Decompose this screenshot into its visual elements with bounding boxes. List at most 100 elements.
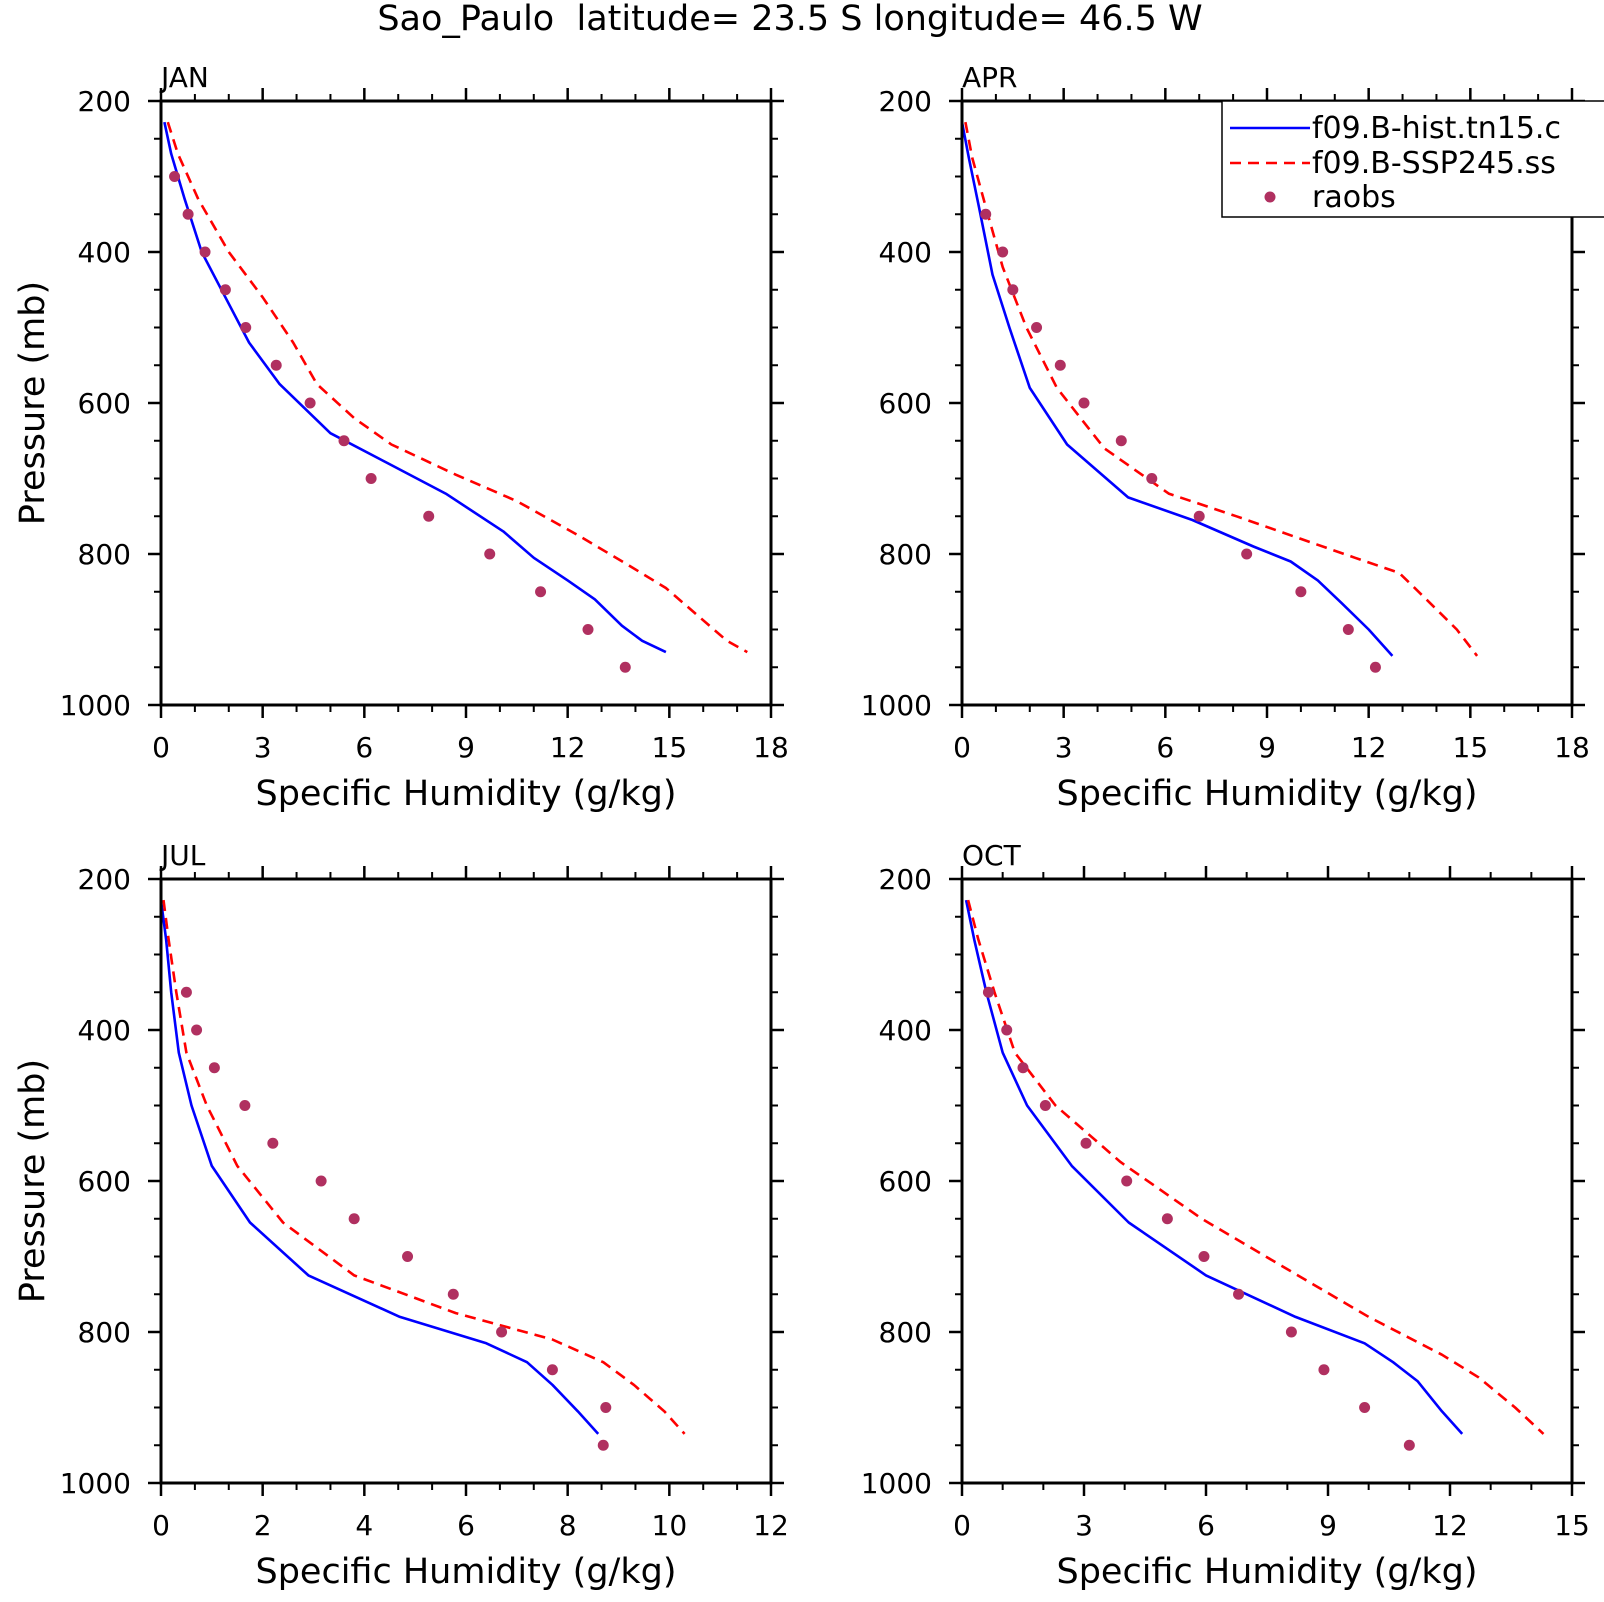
raobs-point [1121, 1175, 1133, 1187]
y-tick-label: 400 [78, 1014, 131, 1047]
x-axis-label: Specific Humidity (g/kg) [256, 774, 677, 814]
raobs-point [582, 624, 594, 635]
x-tick-label: 8 [559, 1509, 577, 1542]
raobs-point [1078, 397, 1090, 409]
raobs-point [1115, 435, 1127, 447]
series-line-hist [960, 121, 1394, 657]
raobs-point [402, 1251, 414, 1262]
raobs-point [1241, 548, 1253, 560]
legend: f09.B-hist.tn15.c f09.B-SSP245.ss raobs [1221, 100, 1604, 218]
legend-label-ssp: f09.B-SSP245.ss [1312, 146, 1556, 181]
panel-label-apr: APR [962, 61, 1018, 94]
raobs-point [208, 1062, 220, 1074]
y-tick-label: 200 [879, 863, 932, 896]
raobs-point [191, 1024, 203, 1036]
x-tick-label: 9 [1319, 1509, 1337, 1542]
raobs-point [980, 208, 992, 220]
x-tick-label: 9 [1258, 731, 1276, 764]
raobs-point [1017, 1062, 1029, 1074]
x-tick-label: 0 [953, 1509, 971, 1542]
x-tick-label: 0 [152, 731, 170, 764]
x-tick-label: 9 [457, 731, 475, 764]
series-line-hist [159, 899, 600, 1435]
raobs-point [619, 661, 631, 673]
series-line-ssp245 [966, 899, 1545, 1435]
y-tick-label: 200 [879, 85, 932, 118]
y-axis-label: Pressure (mb) [13, 1059, 53, 1303]
y-tick-label: 200 [78, 85, 131, 118]
plot-frame [159, 99, 773, 707]
y-axis-label: Pressure (mb) [13, 281, 53, 525]
y-tick-label: 1000 [861, 689, 932, 722]
x-tick-label: 12 [1432, 1509, 1468, 1542]
y-tick-label: 800 [879, 1316, 932, 1349]
raobs-point [1161, 1213, 1173, 1225]
raobs-point [1318, 1364, 1330, 1376]
x-tick-label: 12 [550, 731, 586, 764]
legend-marker-raobs [1264, 191, 1276, 203]
x-tick-label: 6 [1197, 1509, 1215, 1542]
legend-label-raobs: raobs [1312, 180, 1396, 215]
raobs-point [496, 1326, 508, 1338]
x-axis-label: Specific Humidity (g/kg) [1057, 774, 1478, 814]
y-tick-label: 400 [879, 1014, 932, 1047]
x-tick-label: 6 [355, 731, 373, 764]
y-tick-label: 200 [78, 863, 131, 896]
x-tick-label: 18 [753, 731, 789, 764]
x-axis-label: Specific Humidity (g/kg) [1057, 1552, 1478, 1592]
y-tick-label: 400 [78, 236, 131, 269]
raobs-point [1233, 1288, 1245, 1300]
raobs-point [1039, 1100, 1051, 1111]
x-tick-label: 6 [457, 1509, 475, 1542]
legend-box [1221, 100, 1604, 218]
y-tick-label: 600 [879, 387, 932, 420]
raobs-point [239, 1100, 251, 1111]
x-axis-label: Specific Humidity (g/kg) [256, 1552, 677, 1592]
raobs-point [1342, 624, 1354, 635]
x-tick-label: 0 [152, 1509, 170, 1542]
series-line-hist [163, 121, 667, 654]
series-line-ssp245 [166, 121, 748, 654]
legend-label-hist: f09.B-hist.tn15.c [1312, 111, 1561, 146]
raobs-point [338, 435, 350, 447]
x-tick-label: 3 [1055, 731, 1073, 764]
raobs-point [447, 1288, 459, 1300]
x-tick-label: 2 [254, 1509, 272, 1542]
x-tick-label: 18 [1554, 731, 1590, 764]
y-tick-label: 400 [879, 236, 932, 269]
x-tick-label: 6 [1156, 731, 1174, 764]
raobs-point [270, 359, 282, 371]
y-tick-label: 600 [78, 1165, 131, 1198]
y-tick-label: 800 [879, 538, 932, 571]
raobs-point [1295, 586, 1307, 598]
raobs-point [304, 397, 316, 409]
raobs-point [997, 246, 1009, 258]
raobs-point [182, 208, 194, 220]
y-tick-label: 1000 [861, 1467, 932, 1500]
chart-panel-apr: 0 3 6 9 12 15 18 200 400 600 800 1000 APR Specific Hu… [861, 61, 1590, 814]
x-tick-label: 15 [652, 731, 688, 764]
series-line-ssp245 [964, 121, 1479, 657]
raobs-point [1007, 284, 1019, 296]
chart-panel-jan: 0 3 6 9 12 15 18 200 400 600 800 1000 JAN Specific Hu… [13, 61, 789, 814]
y-tick-label: 1000 [60, 1467, 131, 1500]
x-tick-label: 15 [1453, 731, 1489, 764]
raobs-point [1198, 1251, 1210, 1262]
figure-title: Sao_Paulo latitude= 23.5 S longitude= 46… [377, 0, 1202, 39]
x-tick-label: 4 [355, 1509, 373, 1542]
raobs-point [423, 510, 435, 522]
panel-label-jul: JUL [159, 839, 206, 872]
raobs-point [240, 322, 252, 333]
raobs-point [1369, 661, 1381, 673]
x-tick-label: 3 [1075, 1509, 1093, 1542]
raobs-point [315, 1175, 327, 1187]
chart-panel-oct: 0 3 6 9 12 15 200 400 600 800 1000 OCT Specific Humi… [861, 839, 1590, 1592]
raobs-point [484, 548, 496, 560]
raobs-point [169, 171, 181, 182]
raobs-point [600, 1402, 612, 1413]
raobs-point [1285, 1326, 1297, 1338]
x-tick-label: 12 [1351, 731, 1387, 764]
y-tick-label: 800 [78, 538, 131, 571]
raobs-point [199, 246, 211, 258]
